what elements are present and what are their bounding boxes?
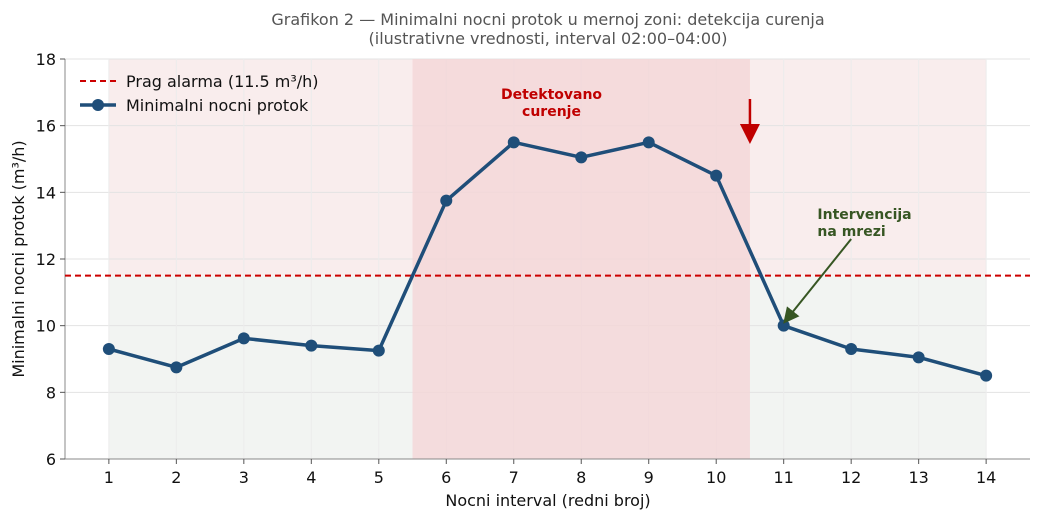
x-tick-label: 11 (774, 468, 794, 487)
x-tick-label: 1 (104, 468, 114, 487)
data-point (102, 343, 115, 355)
annotation-text: Intervencija (817, 207, 911, 223)
legend-series-marker (92, 99, 104, 111)
y-tick-label: 6 (46, 450, 56, 469)
legend: Prag alarma (11.5 m³/h) Minimalni nocni … (80, 72, 319, 115)
x-tick-label: 9 (644, 468, 654, 487)
data-point (305, 339, 318, 352)
x-tick-label: 10 (706, 468, 726, 487)
chart-title: Grafikon 2 — Minimalni nocni protok u me… (271, 10, 824, 29)
data-point (710, 169, 723, 182)
annotation-text: curenje (522, 104, 581, 120)
data-point (575, 151, 588, 164)
x-tick-label: 13 (908, 468, 928, 487)
data-point (980, 369, 993, 382)
x-tick-label: 7 (509, 468, 519, 487)
x-tick-label: 8 (576, 468, 586, 487)
y-tick-label: 16 (36, 117, 56, 136)
x-tick-label: 14 (976, 468, 996, 487)
data-point (507, 136, 520, 149)
legend-series-label: Minimalni nocni protok (126, 96, 309, 115)
data-point (372, 344, 385, 357)
series-line (108, 140, 987, 378)
chart-subtitle: (ilustrativne vrednosti, interval 02:00–… (369, 29, 728, 48)
x-tick-label: 5 (374, 468, 384, 487)
y-axis-label: Minimalni nocni protok (m³/h) (9, 140, 28, 377)
y-tick-label: 18 (36, 50, 56, 69)
annotation-arrow (783, 238, 852, 324)
data-point (642, 136, 655, 149)
x-tick-label: 3 (239, 468, 249, 487)
x-axis-label: Nocni interval (redni broj) (445, 491, 650, 510)
data-point (170, 361, 183, 374)
annotation-text: Detektovano (501, 87, 602, 103)
y-tick-label: 14 (36, 183, 56, 202)
data-point (845, 343, 858, 355)
data-point (912, 351, 925, 364)
data-point (440, 194, 453, 207)
y-tick-label: 10 (36, 317, 56, 336)
legend-threshold-label: Prag alarma (11.5 m³/h) (126, 72, 319, 91)
data-point (237, 332, 250, 345)
x-tick-label: 2 (171, 468, 181, 487)
y-tick-label: 8 (46, 383, 56, 402)
x-tick-label: 12 (841, 468, 861, 487)
y-tick-label: 12 (36, 250, 56, 269)
x-tick-label: 4 (306, 468, 316, 487)
data-point (777, 319, 790, 332)
annotation-text: na mrezi (817, 224, 885, 240)
x-tick-label: 6 (441, 468, 451, 487)
leak-span (412, 59, 750, 459)
